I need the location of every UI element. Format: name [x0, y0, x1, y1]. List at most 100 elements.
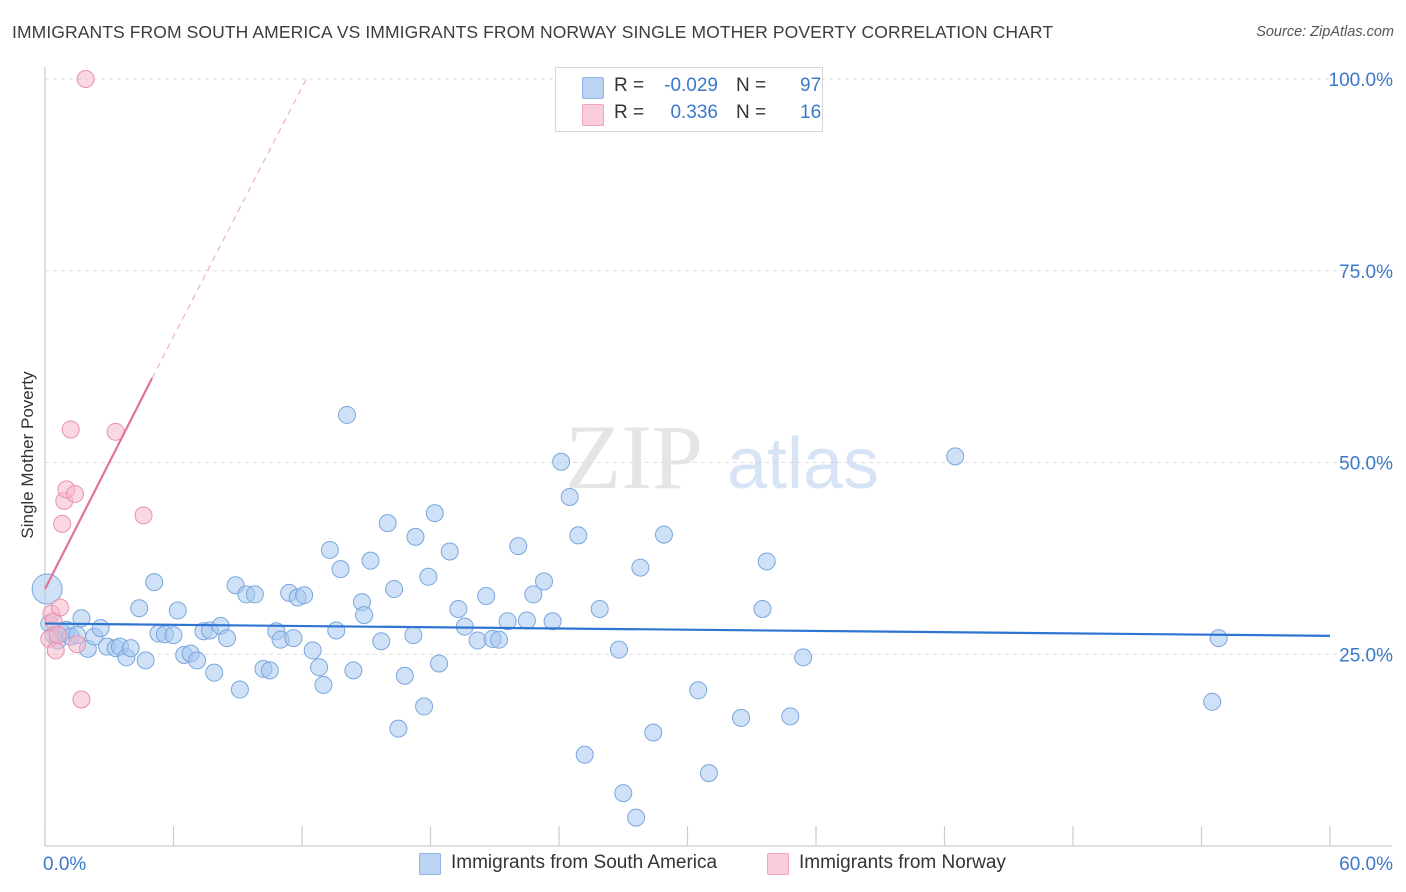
- point-south-america: [389, 719, 408, 738]
- point-south-america: [590, 599, 609, 618]
- bottom-legend-swatch-pink: [767, 853, 789, 875]
- trend-line-norway-extension: [151, 78, 307, 379]
- point-south-america: [310, 658, 329, 677]
- point-south-america: [575, 745, 594, 764]
- point-south-america: [31, 573, 63, 605]
- y-axis-label: Single Mother Poverty: [18, 371, 37, 539]
- point-south-america: [355, 606, 374, 625]
- point-south-america: [331, 560, 350, 579]
- point-south-america: [218, 629, 237, 648]
- legend-r-value: 0.336: [670, 102, 718, 123]
- point-norway: [65, 484, 84, 503]
- point-south-america: [230, 680, 249, 699]
- point-south-america: [284, 629, 303, 648]
- point-south-america: [569, 526, 588, 545]
- point-norway: [48, 626, 67, 645]
- point-south-america: [378, 514, 397, 533]
- point-south-america: [136, 651, 155, 670]
- point-norway: [134, 506, 153, 525]
- legend-swatch-blue: [582, 77, 604, 99]
- legend-n-label: N =: [736, 75, 767, 96]
- correlation-legend: R = -0.029 N = 97 R = 0.336 N = 16: [555, 67, 823, 132]
- y-tick-label: 50.0%: [1339, 454, 1393, 475]
- point-south-america: [699, 764, 718, 783]
- point-norway: [72, 690, 91, 709]
- legend-r-label: R =: [614, 75, 645, 96]
- point-south-america: [260, 661, 279, 680]
- point-south-america: [543, 612, 562, 631]
- x-tick-label: 0.0%: [43, 854, 86, 875]
- point-south-america: [468, 631, 487, 650]
- point-south-america: [419, 567, 438, 586]
- point-south-america: [794, 648, 813, 667]
- legend-r-label: R =: [614, 102, 645, 123]
- point-south-america: [344, 661, 363, 680]
- point-south-america: [168, 601, 187, 620]
- point-south-america: [946, 447, 965, 466]
- legend-n-label: N =: [736, 102, 767, 123]
- point-south-america: [627, 808, 646, 827]
- point-south-america: [395, 666, 414, 685]
- point-south-america: [385, 580, 404, 599]
- point-south-america: [560, 488, 579, 507]
- point-south-america: [406, 527, 425, 546]
- trend-line-norway: [44, 377, 154, 590]
- legend-r-value: -0.029: [664, 75, 718, 96]
- point-south-america: [552, 452, 571, 471]
- point-norway: [46, 641, 65, 660]
- point-south-america: [295, 586, 314, 605]
- point-norway: [53, 514, 72, 533]
- point-south-america: [524, 585, 543, 604]
- point-norway: [68, 635, 87, 654]
- point-south-america: [145, 573, 164, 592]
- point-south-america: [245, 585, 264, 604]
- point-south-america: [509, 537, 528, 556]
- bottom-legend-label: Immigrants from Norway: [799, 852, 1006, 873]
- bottom-legend-label: Immigrants from South America: [451, 852, 718, 873]
- source-credit: Source: ZipAtlas.com: [1256, 24, 1394, 40]
- point-south-america: [314, 675, 333, 694]
- point-south-america: [337, 405, 356, 424]
- point-south-america: [490, 630, 509, 649]
- trend-line-south-america: [44, 622, 1331, 637]
- point-south-america: [303, 641, 322, 660]
- point-norway: [61, 420, 80, 439]
- point-south-america: [320, 540, 339, 559]
- gridlines: [45, 78, 1392, 655]
- point-south-america: [609, 640, 628, 659]
- point-south-america: [477, 586, 496, 605]
- y-tick-label: 25.0%: [1339, 645, 1393, 666]
- chart-title: IMMIGRANTS FROM SOUTH AMERICA VS IMMIGRA…: [12, 22, 1054, 42]
- point-south-america: [91, 619, 110, 638]
- point-south-america: [1203, 692, 1222, 711]
- point-south-america: [415, 697, 434, 716]
- point-south-america: [757, 552, 776, 571]
- point-south-america: [430, 654, 449, 673]
- point-south-america: [130, 599, 149, 618]
- point-south-america: [1209, 629, 1228, 648]
- tick-labels: 25.0% 50.0% 75.0% 100.0% 0.0% 60.0%: [43, 70, 1393, 875]
- point-norway: [50, 598, 69, 617]
- watermark-zip: ZIP: [565, 406, 703, 508]
- point-south-america: [121, 639, 140, 658]
- point-south-america: [372, 632, 391, 651]
- point-south-america: [164, 626, 183, 645]
- point-south-america: [425, 504, 444, 523]
- axes: [44, 67, 1392, 847]
- legend-n-value: 16: [800, 102, 822, 123]
- bottom-legend-swatch-blue: [419, 853, 441, 875]
- legend-swatch-pink: [582, 104, 604, 126]
- point-south-america: [689, 681, 708, 700]
- y-tick-label: 75.0%: [1339, 262, 1393, 283]
- point-south-america: [188, 651, 207, 670]
- point-south-america: [404, 626, 423, 645]
- point-south-america: [72, 609, 91, 628]
- point-south-america: [440, 542, 459, 561]
- legend-n-value: 97: [800, 75, 822, 96]
- point-south-america: [732, 708, 751, 727]
- point-south-america: [753, 599, 772, 618]
- point-south-america: [517, 611, 536, 630]
- x-tick-label: 60.0%: [1339, 854, 1393, 875]
- point-south-america: [535, 572, 554, 591]
